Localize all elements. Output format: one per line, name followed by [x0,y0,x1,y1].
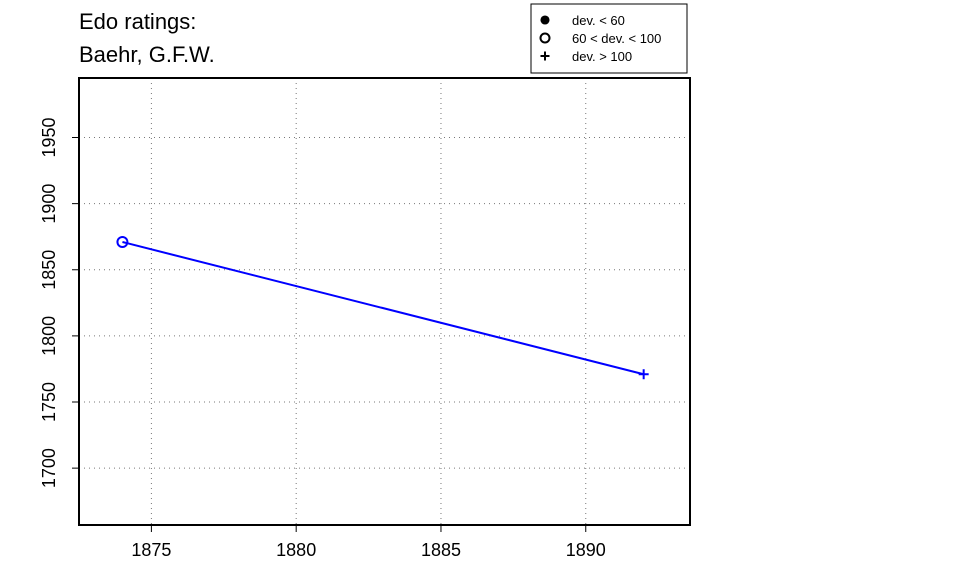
y-axis: 1700 1750 1800 1850 1900 1950 [39,117,79,488]
legend-marker-2 [540,51,550,61]
x-tick-label-1880: 1880 [276,540,316,560]
x-tick-label-1875: 1875 [131,540,171,560]
y-tick-label-1950: 1950 [39,117,59,157]
plot-frame [78,77,691,526]
data-point-0-1 [638,369,649,380]
legend: dev. < 60 60 < dev. < 100 dev. > 100 [530,3,688,74]
series [116,235,649,380]
legend-label-2: dev. > 100 [572,49,632,64]
grid [79,78,690,525]
legend-marker-0 [540,15,550,25]
legend-marker-1 [539,32,551,44]
series-line-0 [122,241,644,376]
chart-title-line-1: Edo ratings: [79,9,196,34]
legend-box [530,3,688,74]
x-axis: 1875 1880 1885 1890 [131,525,606,560]
y-tick-label-1700: 1700 [39,448,59,488]
x-tick-label-1890: 1890 [566,540,606,560]
y-tick-label-1850: 1850 [39,250,59,290]
x-tick-label-1885: 1885 [421,540,461,560]
legend-label-1: 60 < dev. < 100 [572,31,661,46]
y-tick-label-1900: 1900 [39,184,59,224]
y-tick-label-1750: 1750 [39,382,59,422]
data-point-0-0 [116,235,129,248]
legend-label-0: dev. < 60 [572,13,625,28]
chart-title-line-2: Baehr, G.F.W. [79,42,215,67]
y-tick-label-1800: 1800 [39,316,59,356]
